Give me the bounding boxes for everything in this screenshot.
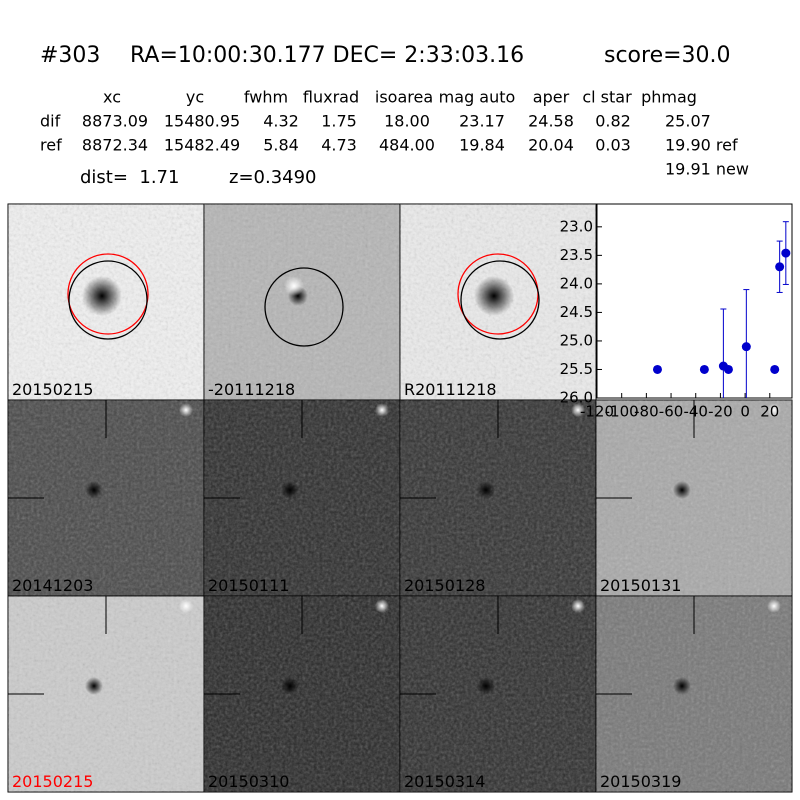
x-tick-label: -80 xyxy=(634,403,659,421)
source xyxy=(281,481,299,499)
coordinates: RA=10:00:30.177 DEC= 2:33:03.16 xyxy=(130,43,524,68)
bright-star xyxy=(767,403,781,417)
redshift: z=0.3490 xyxy=(229,167,317,188)
column-header: fwhm xyxy=(244,88,288,107)
source xyxy=(85,677,103,695)
stamp-label: R20111218 xyxy=(404,380,497,399)
column-header: cl star xyxy=(582,88,632,107)
source xyxy=(673,677,691,695)
x-tick-label: -120 xyxy=(580,403,614,421)
stamp-label: -20111218 xyxy=(208,380,295,399)
source xyxy=(673,481,691,499)
table-cell: 25.07 xyxy=(665,112,711,131)
table-cell: 8873.09 xyxy=(82,112,148,131)
table-cell: 0.03 xyxy=(595,136,631,155)
stamp-label: 20141203 xyxy=(12,576,93,595)
column-header: fluxrad xyxy=(303,88,359,107)
table-cell: 8872.34 xyxy=(82,136,148,155)
table-cell: 23.17 xyxy=(459,112,505,131)
stamp-label: 20150314 xyxy=(404,772,485,791)
table-cell: 0.82 xyxy=(595,112,631,131)
data-point xyxy=(652,364,662,374)
aperture xyxy=(68,260,148,340)
column-header: phmag xyxy=(641,88,697,107)
bright-star xyxy=(571,599,585,613)
light-curve: 23.023.524.024.525.025.526.0-120-100-80-… xyxy=(560,203,793,421)
bright-star xyxy=(179,403,193,417)
y-tick-label: 23.0 xyxy=(560,217,593,235)
stamp-label: 20150111 xyxy=(208,576,289,595)
table-cell: 4.32 xyxy=(263,112,299,131)
data-point xyxy=(775,262,785,272)
y-tick-label: 24.0 xyxy=(560,274,593,292)
bright-star xyxy=(571,403,585,417)
bright-star xyxy=(767,599,781,613)
residual xyxy=(284,276,304,296)
source xyxy=(82,276,122,316)
row-label: dif xyxy=(40,112,61,131)
stamp-label: 20150319 xyxy=(600,772,681,791)
bright-star xyxy=(179,599,193,613)
x-tick-label: 20 xyxy=(760,403,779,421)
x-tick-label: -20 xyxy=(708,403,733,421)
source xyxy=(85,481,103,499)
table-cell: 5.84 xyxy=(263,136,299,155)
phmag-new: 19.91 new xyxy=(665,160,749,179)
table-cell: 19.90 ref xyxy=(665,136,738,155)
column-header: yc xyxy=(186,88,204,107)
source xyxy=(281,677,299,695)
stamp-label: 20150128 xyxy=(404,576,485,595)
table-cell: 15482.49 xyxy=(164,136,240,155)
column-header: aper xyxy=(533,88,570,107)
y-tick-label: 25.5 xyxy=(560,360,593,378)
distance: dist= 1.71 xyxy=(80,167,179,188)
bright-star xyxy=(375,599,389,613)
stamp-label: 20150215 xyxy=(12,380,93,399)
data-point xyxy=(741,342,751,352)
y-tick-label: 24.5 xyxy=(560,303,593,321)
x-tick-label: -40 xyxy=(683,403,708,421)
table-cell: 24.58 xyxy=(528,112,574,131)
column-header: mag auto xyxy=(439,88,516,107)
table-cell: 1.75 xyxy=(321,112,357,131)
column-header: xc xyxy=(103,88,121,107)
stamp-grid: 20150215 -20111218 R20111218 20141203 201501… xyxy=(7,203,793,793)
object-id: #303 xyxy=(40,43,100,68)
data-point xyxy=(699,364,709,374)
table-cell: 484.00 xyxy=(379,136,435,155)
data-point xyxy=(781,248,791,258)
stamp-label: 20150131 xyxy=(600,576,681,595)
stamp-label: 20150215 xyxy=(12,772,93,791)
x-tick-label: -100 xyxy=(605,403,639,421)
stamp-label: 20150310 xyxy=(208,772,289,791)
x-tick-label: 0 xyxy=(740,403,750,421)
y-tick-label: 25.0 xyxy=(560,331,593,349)
table-cell: 19.84 xyxy=(459,136,505,155)
table-cell: 4.73 xyxy=(321,136,357,155)
table-cell: 15480.95 xyxy=(164,112,240,131)
row-label: ref xyxy=(40,136,62,155)
aperture xyxy=(67,253,149,335)
aperture xyxy=(460,260,540,340)
source xyxy=(477,481,495,499)
x-tick-label: -60 xyxy=(659,403,684,421)
column-header: isoarea xyxy=(375,88,433,107)
plot-area xyxy=(596,203,793,399)
data-point xyxy=(770,364,780,374)
table-cell: 18.00 xyxy=(384,112,430,131)
source xyxy=(477,677,495,695)
y-tick-label: 23.5 xyxy=(560,246,593,264)
table-cell: 20.04 xyxy=(528,136,574,155)
source xyxy=(474,276,514,316)
y-tick-label: 26.0 xyxy=(560,389,593,407)
score: score=30.0 xyxy=(604,43,731,68)
aperture xyxy=(264,267,344,347)
bright-star xyxy=(375,403,389,417)
data-point xyxy=(723,364,733,374)
